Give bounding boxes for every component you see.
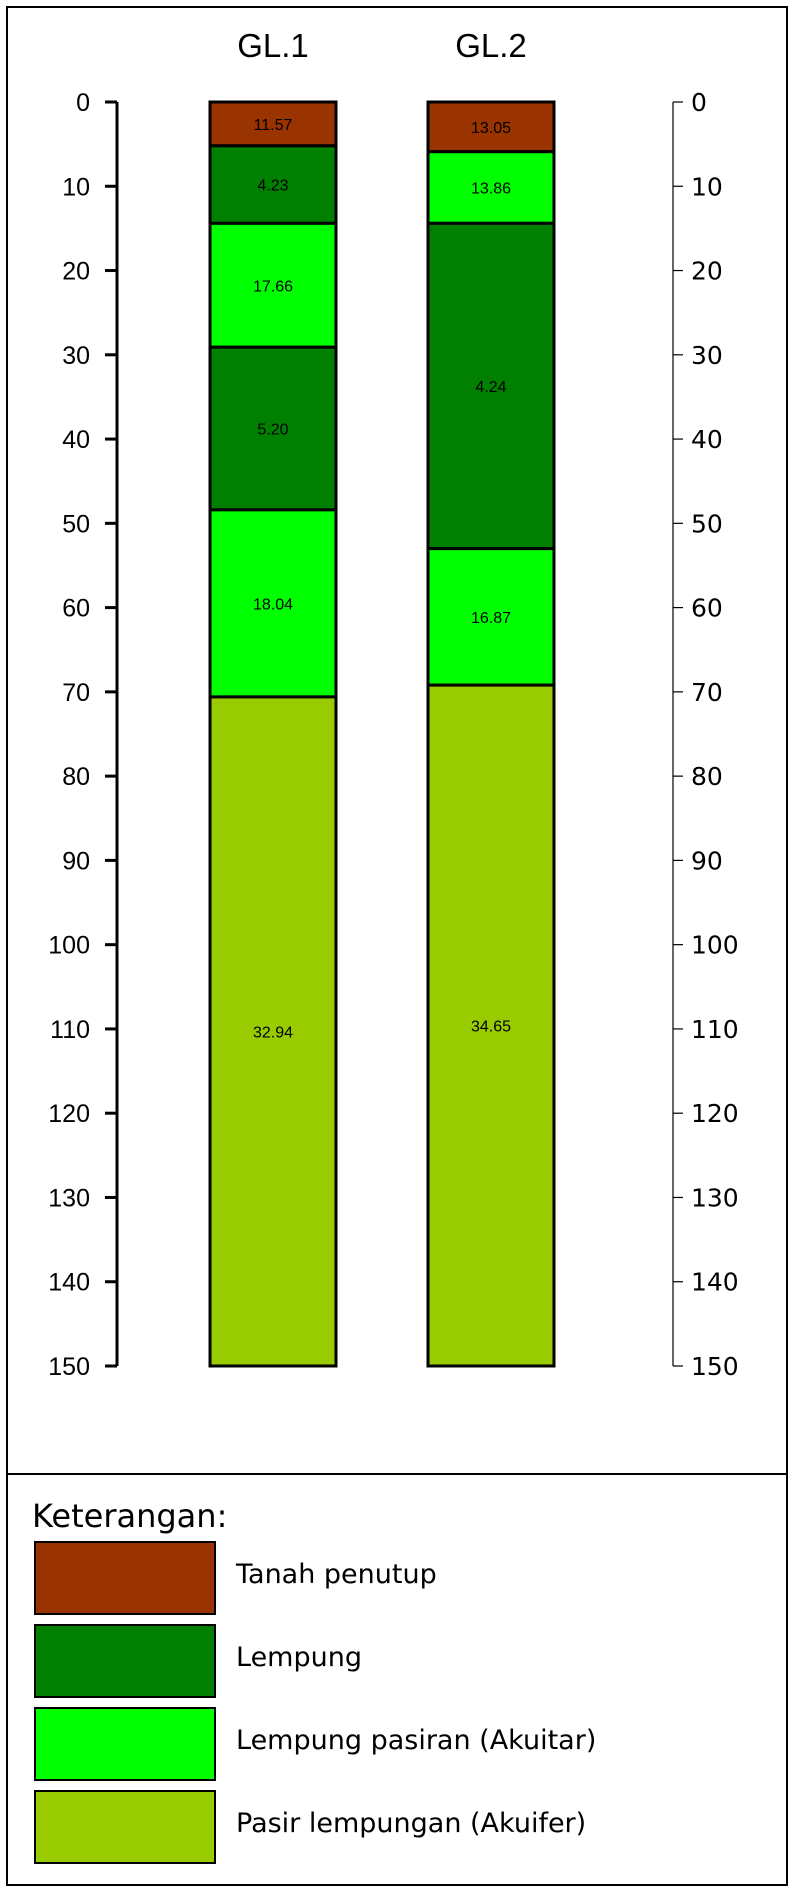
- layer-block: [426, 150, 556, 225]
- right-tick-label: 110: [691, 1015, 739, 1044]
- right-tick-label: 40: [691, 425, 723, 454]
- right-tick-label: 60: [691, 594, 723, 623]
- layer-block: [426, 221, 556, 551]
- left-tick-label: 110: [50, 1016, 90, 1044]
- layer-label: 13.86: [471, 181, 511, 198]
- layer-block: [426, 547, 556, 687]
- legend-label: Lempung pasiran (Akuitar): [236, 1725, 597, 1756]
- right-tick-label: 150: [691, 1352, 739, 1381]
- left-tick-label: 100: [48, 932, 90, 960]
- right-tick-label: 120: [691, 1099, 739, 1128]
- layer-label: 17.66: [253, 278, 293, 295]
- left-tick-label: 40: [62, 426, 90, 454]
- layer-label: 4.24: [475, 379, 506, 396]
- left-tick-label: 150: [48, 1353, 90, 1381]
- left-tick-label: 0: [76, 89, 90, 117]
- layer-label: 5.20: [257, 422, 288, 439]
- right-tick-label: 90: [691, 846, 723, 875]
- right-tick-label: 30: [691, 341, 723, 370]
- legend-label: Lempung: [236, 1642, 362, 1673]
- column-title: GL.1: [237, 27, 309, 64]
- legend-label: Pasir lempungan (Akuifer): [236, 1808, 587, 1839]
- legend-swatch: [34, 1790, 216, 1864]
- left-tick-label: 90: [62, 847, 90, 875]
- layer-block: [208, 221, 338, 349]
- left-tick-label: 80: [62, 763, 90, 791]
- right-tick-label: 80: [691, 762, 723, 791]
- legend-title: Keterangan:: [32, 1497, 228, 1535]
- left-tick-label: 130: [48, 1184, 90, 1212]
- right-tick-label: 50: [691, 509, 723, 538]
- left-tick-label: 70: [62, 679, 90, 707]
- left-tick-label: 50: [62, 510, 90, 538]
- legend-item-pasir-lempungan: Pasir lempungan (Akuifer): [34, 1790, 754, 1866]
- legend-swatch: [34, 1541, 216, 1615]
- layer-label: 16.87: [471, 610, 511, 627]
- legend-label: Tanah penutup: [236, 1559, 437, 1590]
- left-tick-label: 120: [48, 1100, 90, 1128]
- left-tick-label: 60: [62, 595, 90, 623]
- legend-item-tanah-penutup: Tanah penutup: [34, 1541, 754, 1617]
- layer-label: 34.65: [471, 1019, 511, 1036]
- stratigraphic-chart: 0 0 10 10 20 20 30 30 40 40 50 50 60 60 70 70 80 80 90 90 10…: [48, 27, 739, 1381]
- legend-swatch: [34, 1707, 216, 1781]
- left-tick-label: 10: [62, 173, 90, 201]
- right-tick-label: 140: [691, 1268, 739, 1297]
- legend-item-lempung: Lempung: [34, 1624, 754, 1700]
- layer-label: 18.04: [253, 596, 293, 613]
- layer-block: [208, 695, 338, 1368]
- left-tick-label: 20: [62, 258, 90, 286]
- left-tick-label: 140: [48, 1269, 90, 1297]
- layer-label: 13.05: [471, 120, 511, 137]
- right-tick-label: 100: [691, 931, 739, 960]
- layer-block: [426, 683, 556, 1368]
- right-tick-label: 0: [691, 88, 707, 117]
- right-tick-label: 10: [691, 172, 723, 201]
- right-tick-label: 130: [691, 1183, 739, 1212]
- right-tick-label: 20: [691, 257, 723, 286]
- legend-panel: Keterangan: Tanah penutup Lempung Lempun…: [6, 1473, 788, 1886]
- column-title: GL.2: [455, 27, 527, 64]
- legend-item-lempung-pasiran: Lempung pasiran (Akuitar): [34, 1707, 754, 1783]
- layer-block: [426, 100, 556, 154]
- left-tick-label: 30: [62, 342, 90, 370]
- layer-label: 32.94: [253, 1024, 293, 1041]
- layer-block: [208, 345, 338, 512]
- layer-block: [208, 100, 338, 148]
- layer-label: 11.57: [254, 117, 293, 134]
- right-tick-label: 70: [691, 678, 723, 707]
- layer-label: 4.23: [257, 178, 288, 195]
- legend-swatch: [34, 1624, 216, 1698]
